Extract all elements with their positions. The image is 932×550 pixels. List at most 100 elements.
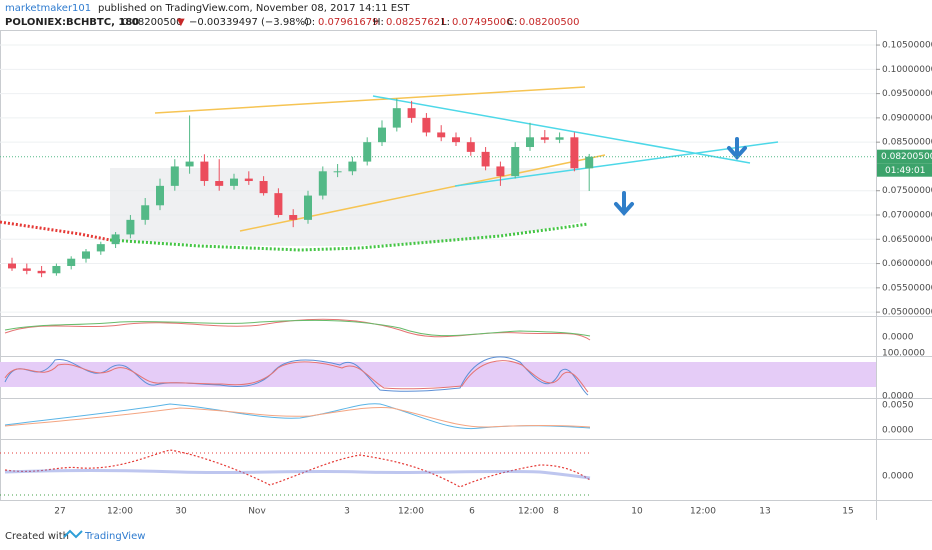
stoch-k bbox=[4, 356, 589, 396]
price-label: 0.08200500 bbox=[881, 152, 932, 162]
candle-body bbox=[185, 161, 194, 167]
candle bbox=[244, 171, 253, 185]
indicator-tick-label: 0.0000 bbox=[882, 392, 914, 402]
candle-body bbox=[289, 215, 298, 220]
arrow-down bbox=[727, 137, 747, 161]
candle-body bbox=[407, 108, 416, 118]
candle bbox=[511, 142, 520, 179]
candle bbox=[407, 100, 416, 123]
candle-body bbox=[52, 265, 61, 274]
stoch-band bbox=[0, 362, 876, 387]
candle-body bbox=[422, 117, 431, 133]
candle bbox=[111, 231, 120, 249]
o-label: O: bbox=[304, 17, 315, 28]
candle bbox=[96, 241, 105, 255]
o: 0.07961679 bbox=[318, 17, 378, 28]
h-label: H: bbox=[373, 17, 384, 28]
y-tick-label: 0.09500000 bbox=[882, 89, 932, 99]
x-tick-label: 3 bbox=[344, 507, 350, 517]
candle-body bbox=[111, 234, 120, 245]
candle-body bbox=[526, 137, 534, 148]
candle-body bbox=[378, 127, 386, 143]
cloud bbox=[110, 168, 580, 247]
candle-body bbox=[333, 171, 342, 173]
logo bbox=[63, 529, 83, 539]
candle bbox=[555, 132, 564, 144]
candle-body bbox=[230, 178, 238, 186]
indicator-tick-label: 0.0000 bbox=[882, 426, 914, 436]
y-tick-label: 0.05500000 bbox=[882, 283, 932, 293]
c: 0.08200500 bbox=[519, 17, 579, 28]
candle-body bbox=[8, 263, 16, 269]
trendline bbox=[154, 86, 586, 114]
candle bbox=[348, 156, 357, 176]
indicator-tick-label: 100.0000 bbox=[882, 349, 925, 359]
x-tick-label: 8 bbox=[553, 507, 559, 517]
ma-green bbox=[109, 222, 589, 252]
candle-body bbox=[82, 251, 90, 259]
legend: POLONIEX:BCHBTC, 180 0.08200500 ▼ −0.003… bbox=[5, 17, 579, 28]
y-tick-label: 0.10000000 bbox=[882, 65, 932, 75]
candle-body bbox=[481, 151, 490, 167]
arrows bbox=[614, 137, 747, 217]
candle-body bbox=[348, 161, 357, 172]
candle-body bbox=[244, 178, 253, 182]
x-tick-label: 15 bbox=[842, 507, 853, 517]
l-label: L: bbox=[441, 17, 450, 28]
candle bbox=[37, 265, 46, 278]
y-tick-label: 0.07000000 bbox=[882, 211, 932, 221]
candle bbox=[496, 161, 505, 186]
candle bbox=[422, 113, 431, 137]
published: published on TradingView.com, November 0… bbox=[98, 3, 410, 14]
y-tick-label: 0.10500000 bbox=[882, 41, 932, 51]
y-tick-label: 0.05000000 bbox=[882, 308, 932, 318]
candle-body bbox=[540, 137, 549, 140]
candle bbox=[52, 263, 61, 276]
candle-body bbox=[126, 219, 135, 235]
candle bbox=[363, 137, 372, 166]
candle-body bbox=[392, 108, 401, 128]
candle bbox=[304, 190, 312, 224]
candle bbox=[289, 209, 298, 228]
candle bbox=[540, 130, 549, 144]
candle bbox=[259, 176, 268, 196]
l: 0.07495006 bbox=[452, 17, 512, 28]
signal-line bbox=[4, 406, 591, 428]
candle-body bbox=[496, 166, 505, 177]
candle bbox=[126, 215, 135, 239]
candle bbox=[215, 159, 224, 191]
candle bbox=[466, 137, 475, 156]
stoch-d bbox=[4, 360, 589, 393]
x-tick-label: Nov bbox=[248, 507, 266, 517]
y-tick-label: 0.07500000 bbox=[882, 186, 932, 196]
candle bbox=[437, 125, 446, 142]
x-tick-label: 10 bbox=[631, 507, 643, 517]
trendline bbox=[372, 95, 751, 164]
candle-body bbox=[156, 185, 164, 206]
candle bbox=[185, 115, 194, 174]
candle-body bbox=[141, 205, 150, 220]
candle bbox=[141, 198, 150, 225]
y-tick-label: 0.06500000 bbox=[882, 235, 932, 245]
c-label: C: bbox=[507, 17, 517, 28]
pane-frames bbox=[0, 30, 932, 520]
author[interactable]: marketmaker101 bbox=[5, 3, 91, 14]
candle bbox=[67, 256, 76, 270]
y-tick-label: 0.08500000 bbox=[882, 138, 932, 148]
indicator-tick-label: 0.0000 bbox=[882, 333, 914, 343]
indicator-line bbox=[4, 318, 591, 341]
arrow-down bbox=[614, 191, 634, 217]
overlays bbox=[0, 86, 876, 496]
candle-body bbox=[585, 156, 594, 169]
osc-line bbox=[4, 449, 591, 488]
osc-band bbox=[4, 469, 591, 480]
arrow: ▼ bbox=[177, 17, 185, 28]
candle-body bbox=[437, 132, 446, 138]
brand[interactable]: TradingView bbox=[84, 531, 145, 542]
candle bbox=[585, 153, 594, 191]
candle-body bbox=[466, 142, 475, 152]
candle-body bbox=[96, 244, 105, 252]
x-tick-label: 6 bbox=[469, 507, 475, 517]
